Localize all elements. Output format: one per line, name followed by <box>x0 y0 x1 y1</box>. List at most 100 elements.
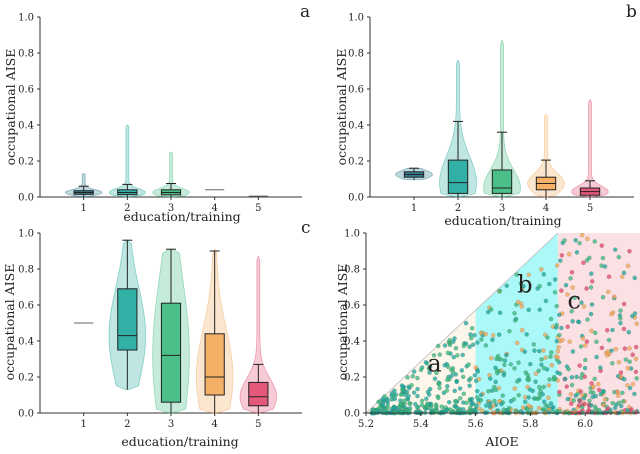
scatter-point <box>625 383 630 388</box>
y-tick-label: 0.0 <box>18 193 34 204</box>
scatter-point <box>474 388 480 394</box>
scatter-plot: a b c 0.0 0.2 0.4 0.6 0.8 1.0 5.2 5.4 5.6 5.8 6.0 <box>344 229 640 430</box>
scatter-point <box>450 408 456 414</box>
scatter-point <box>435 343 441 349</box>
scatter-point <box>445 383 450 389</box>
scatter-point <box>557 371 563 376</box>
scatter-point <box>410 374 416 379</box>
scatter-point <box>453 399 458 404</box>
scatter-point <box>598 365 603 370</box>
scatter-point <box>569 309 575 314</box>
scatter-point <box>522 399 528 405</box>
scatter-point <box>524 407 530 412</box>
x-tick-label: 3 <box>499 203 505 214</box>
scatter-point <box>621 270 627 276</box>
scatter-point <box>399 409 404 415</box>
scatter-point <box>594 339 599 344</box>
scatter-point <box>447 338 452 343</box>
scatter-point <box>559 253 565 258</box>
scatter-point <box>549 363 555 368</box>
scatter-point <box>525 372 530 378</box>
scatter-point <box>557 332 562 338</box>
y-tick-label: 0.8 <box>344 265 360 276</box>
region-label: b <box>517 270 532 298</box>
scatter-point <box>583 343 588 348</box>
scatter-point <box>584 339 590 344</box>
violin-5 <box>239 255 278 414</box>
scatter-point <box>577 398 583 403</box>
box-2 <box>447 159 469 194</box>
scatter-point <box>565 324 570 330</box>
x-tick-label: 4 <box>211 203 217 214</box>
scatter-point <box>389 397 395 402</box>
scatter-point <box>460 352 465 358</box>
scatter-point <box>524 332 529 337</box>
region-label: a <box>427 350 441 378</box>
box-3 <box>160 302 182 403</box>
scatter-point <box>580 336 586 341</box>
scatter-point <box>578 344 584 349</box>
scatter-point <box>498 357 504 362</box>
scatter-point <box>539 267 544 272</box>
scatter-point <box>453 372 459 377</box>
x-tick-label: 5 <box>587 203 593 214</box>
scatter-point <box>558 258 563 263</box>
scatter-point <box>623 357 629 362</box>
scatter-point <box>497 288 503 294</box>
scatter-point <box>630 352 635 357</box>
y-tick-label: 0.6 <box>18 301 34 312</box>
scatter-point <box>490 337 495 343</box>
scatter-ylabel: occupational AISE <box>335 264 350 381</box>
scatter-point <box>577 363 582 368</box>
scatter-point <box>541 384 546 390</box>
scatter-point <box>485 309 491 315</box>
scatter-point <box>618 316 623 321</box>
scatter-point <box>533 379 538 384</box>
scatter-point <box>559 325 564 331</box>
scatter-point <box>606 274 612 279</box>
scatter-point <box>627 359 632 364</box>
panel-b: 0.0 0.2 0.4 0.6 0.8 1.0 1 2 3 4 5 b education/trai… <box>334 2 637 228</box>
scatter-point <box>554 339 560 344</box>
scatter-point <box>606 289 611 295</box>
scatter-point <box>586 407 592 413</box>
scatter-point <box>415 386 420 392</box>
scatter-point <box>492 398 497 404</box>
scatter-point <box>574 250 580 255</box>
scatter-point <box>564 364 570 369</box>
scatter-point <box>569 375 575 380</box>
scatter-point <box>512 366 517 371</box>
scatter-point <box>541 272 547 277</box>
scatter-point <box>541 399 547 404</box>
scatter-point <box>548 316 554 322</box>
y-tick-label: 1.0 <box>348 13 364 24</box>
scatter-point <box>475 340 480 345</box>
scatter-point <box>585 236 590 242</box>
scatter-point <box>589 328 594 334</box>
scatter-point <box>632 275 637 281</box>
scatter-point <box>414 404 420 410</box>
scatter-point <box>569 382 575 388</box>
y-tick-label: 0.0 <box>344 409 360 420</box>
scatter-point <box>578 389 584 394</box>
scatter-point <box>588 311 594 317</box>
scatter-point <box>554 263 560 268</box>
scatter-point <box>398 392 404 398</box>
scatter-point <box>452 388 457 394</box>
scatter-point <box>634 321 639 326</box>
scatter-point <box>570 349 576 354</box>
scatter-point <box>537 283 542 289</box>
scatter-point <box>610 400 615 406</box>
scatter-point <box>461 407 466 412</box>
scatter-point <box>565 396 571 402</box>
scatter-point <box>515 379 520 384</box>
y-tick-label: 0.0 <box>348 193 364 204</box>
scatter-point <box>380 396 386 402</box>
panel-c-letter: c <box>301 218 311 238</box>
x-tick-label: 5.8 <box>522 419 538 430</box>
scatter-point <box>537 384 542 390</box>
scatter-point <box>587 398 592 404</box>
scatter-point <box>569 269 575 275</box>
scatter-point <box>522 349 528 354</box>
